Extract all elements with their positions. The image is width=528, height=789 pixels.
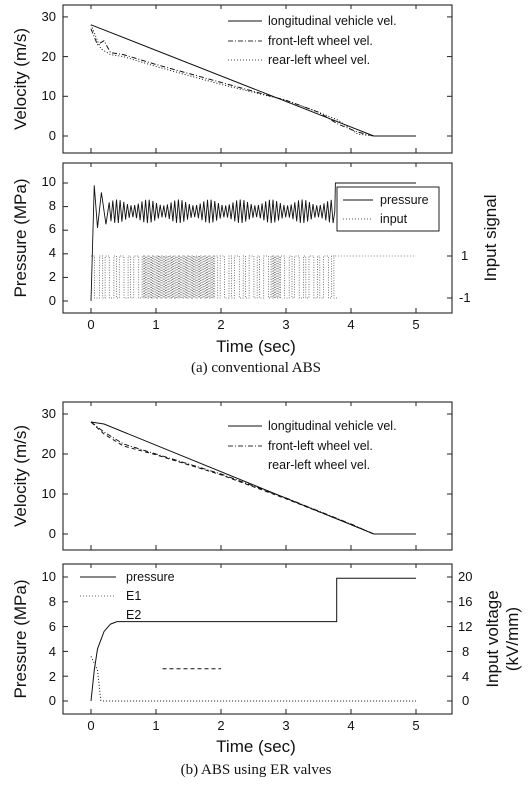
y2tick-label: 8 xyxy=(462,644,469,659)
legend-label-e2: E2 xyxy=(126,608,141,622)
legend: longitudinal vehicle vel. front-left whe… xyxy=(228,14,397,67)
ytick-label: 4 xyxy=(49,245,56,260)
panel-b-velocity: 0 10 20 30 Velocity (m/s) longitudinal v… xyxy=(11,401,453,551)
y2tick-label: 12 xyxy=(458,619,472,634)
ytick-label: 0 xyxy=(49,693,56,708)
legend-label-longitudinal: longitudinal vehicle vel. xyxy=(268,14,397,28)
caption-b: (b) ABS using ER valves xyxy=(181,762,332,778)
y2tick-label: 20 xyxy=(458,569,472,584)
ytick-label: 20 xyxy=(42,446,56,461)
series-line-rear-left xyxy=(90,24,416,137)
legend-label-input: input xyxy=(380,212,408,226)
ytick-label: 8 xyxy=(49,198,56,213)
y-axis-label: Pressure (MPa) xyxy=(11,579,30,698)
x-axis-label: Time (sec) xyxy=(216,337,296,356)
ytick-label: 2 xyxy=(49,269,56,284)
chart-marks xyxy=(90,182,416,302)
ytick-label: 0 xyxy=(49,128,56,143)
ytick-label: 6 xyxy=(49,221,56,236)
ytick-label: 10 xyxy=(42,174,56,189)
series-line-rear-left xyxy=(90,421,416,535)
ytick-label: 10 xyxy=(42,569,56,584)
plot-frame xyxy=(62,563,453,715)
xtick-label: 0 xyxy=(87,317,94,332)
series-line-front-left xyxy=(90,28,416,137)
xtick-label: 1 xyxy=(152,718,159,733)
y2-axis-label-line1: Input voltage xyxy=(483,590,502,687)
y2tick-label: 4 xyxy=(462,669,469,684)
xtick-label: 4 xyxy=(347,317,354,332)
ytick-label: 20 xyxy=(42,49,56,64)
chart-marks xyxy=(90,421,416,535)
series-line-e1 xyxy=(90,656,416,702)
tick-marks xyxy=(63,163,452,313)
series-line-input xyxy=(91,255,339,299)
series-line-pressure xyxy=(90,577,416,702)
y2tick-label: -1 xyxy=(459,290,471,305)
xtick-label: 3 xyxy=(282,317,289,332)
chart-marks xyxy=(90,24,416,137)
ytick-label: 0 xyxy=(49,526,56,541)
panel-a-pressure: 0 2 4 6 8 10 -1 1 Pressure (MPa) Input s… xyxy=(11,162,500,376)
legend-label-front-left: front-left wheel vel. xyxy=(268,439,373,453)
xtick-label: 4 xyxy=(347,718,354,733)
y2-axis-label-line2: (kV/mm) xyxy=(503,607,522,671)
legend-label-longitudinal: longitudinal vehicle vel. xyxy=(268,419,397,433)
y-axis-label: Pressure (MPa) xyxy=(11,178,30,297)
ytick-label: 8 xyxy=(49,594,56,609)
legend-label-pressure: pressure xyxy=(126,570,175,584)
y-axis-label: Velocity (m/s) xyxy=(11,28,30,130)
panel-b-pressure: 0 2 4 6 8 10 0 4 8 12 16 20 Pressure (MP… xyxy=(11,563,522,778)
chart-marks xyxy=(90,577,416,702)
legend-label-e1: E1 xyxy=(126,589,141,603)
ytick-label: 10 xyxy=(42,88,56,103)
plot-frame xyxy=(62,4,453,154)
panel-a-velocity: 0 10 20 30 Velocity (m/s) longitudinal v… xyxy=(11,4,453,154)
ytick-label: 30 xyxy=(42,9,56,24)
ytick-label: 6 xyxy=(49,619,56,634)
legend: pressure input xyxy=(336,186,440,232)
xtick-label: 2 xyxy=(217,317,224,332)
ytick-label: 30 xyxy=(42,406,56,421)
xtick-label: 5 xyxy=(412,317,419,332)
tick-marks xyxy=(63,402,452,550)
xtick-label: 0 xyxy=(87,718,94,733)
ytick-label: 4 xyxy=(49,644,56,659)
plot-frame xyxy=(62,401,453,551)
ytick-label: 0 xyxy=(49,293,56,308)
caption-a: (a) conventional ABS xyxy=(191,360,321,376)
xtick-label: 5 xyxy=(412,718,419,733)
y2tick-label: 1 xyxy=(461,248,468,263)
legend-label-rear-left: rear-left wheel vel. xyxy=(268,53,370,67)
y2tick-label: 16 xyxy=(458,594,472,609)
xtick-label: 1 xyxy=(152,317,159,332)
series-line-longitudinal xyxy=(90,421,416,535)
legend: pressure E1 E2 xyxy=(80,570,175,622)
legend-label-rear-left: rear-left wheel vel. xyxy=(268,458,370,472)
legend-box xyxy=(336,186,440,232)
tick-marks xyxy=(63,5,452,153)
x-axis-label: Time (sec) xyxy=(216,737,296,756)
xtick-label: 3 xyxy=(282,718,289,733)
series-line-pressure xyxy=(90,182,416,302)
legend-label-pressure: pressure xyxy=(380,193,429,207)
legend: longitudinal vehicle vel. front-left whe… xyxy=(228,419,397,472)
y2tick-label: 0 xyxy=(462,693,469,708)
tick-marks xyxy=(63,564,452,714)
y-axis-label: Velocity (m/s) xyxy=(11,425,30,527)
xtick-label: 2 xyxy=(217,718,224,733)
plot-frame xyxy=(62,162,453,314)
ytick-label: 2 xyxy=(49,669,56,684)
y2-axis-label: Input signal xyxy=(481,195,500,282)
legend-label-front-left: front-left wheel vel. xyxy=(268,34,373,48)
ytick-label: 10 xyxy=(42,486,56,501)
